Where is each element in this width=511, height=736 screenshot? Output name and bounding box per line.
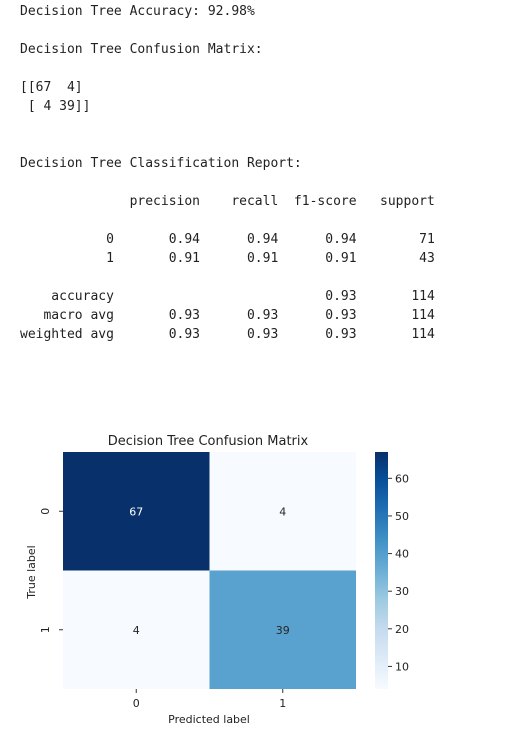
report-macro-avg-row: macro avg 0.93 0.93 0.93 114	[20, 308, 435, 323]
colorbar-tick-label: 50	[395, 510, 409, 523]
report-row-0: 0 0.94 0.94 0.94 71	[20, 232, 435, 247]
heatmap-cells: 67 4 4 39	[63, 452, 356, 689]
heatmap-cell	[209, 452, 356, 571]
y-tick-label: 0	[39, 508, 52, 515]
cell-value-label: 39	[276, 624, 290, 637]
cell-value-label: 4	[133, 624, 140, 637]
x-tick-label: 0	[133, 697, 140, 710]
cell-value-label: 4	[279, 505, 286, 518]
x-tick-label: 1	[279, 697, 286, 710]
colorbar-tick-label: 60	[395, 472, 409, 485]
confusion-matrix-row-0: [[67 4]	[20, 80, 83, 95]
colorbar-ticks: 10 20 30 40 50 60	[388, 472, 409, 673]
confusion-matrix-heatmap: Decision Tree Confusion Matrix 67 4 4 39 0 1…	[25, 434, 409, 726]
x-axis-label: Predicted label	[168, 713, 250, 726]
confusion-matrix-heading: Decision Tree Confusion Matrix:	[20, 42, 263, 57]
report-weighted-avg-row: weighted avg 0.93 0.93 0.93 114	[20, 327, 435, 342]
y-tick-label: 1	[39, 626, 52, 633]
colorbar	[375, 452, 388, 689]
chart-title: Decision Tree Confusion Matrix	[108, 434, 309, 449]
heatmap-cell	[63, 452, 210, 571]
heatmap-cell	[209, 570, 356, 689]
heatmap-cell	[63, 570, 210, 689]
colorbar-tick-label: 10	[395, 660, 409, 673]
report-accuracy-row: accuracy 0.93 114	[20, 289, 435, 304]
notebook-output: Decision Tree Accuracy: 92.98% Decision …	[20, 2, 435, 344]
colorbar-tick-label: 40	[395, 548, 409, 561]
report-heading: Decision Tree Classification Report:	[20, 156, 302, 171]
heatmap-axes: 0 1 0 1	[39, 508, 286, 710]
y-axis-label: True label	[25, 545, 38, 599]
report-header: precision recall f1-score support	[20, 194, 435, 209]
report-row-1: 1 0.91 0.91 0.91 43	[20, 251, 435, 266]
accuracy-line: Decision Tree Accuracy: 92.98%	[20, 4, 255, 19]
cell-value-label: 67	[129, 505, 143, 518]
colorbar-tick-label: 30	[395, 585, 409, 598]
colorbar-tick-label: 20	[395, 623, 409, 636]
confusion-matrix-row-1: [ 4 39]]	[20, 99, 91, 114]
